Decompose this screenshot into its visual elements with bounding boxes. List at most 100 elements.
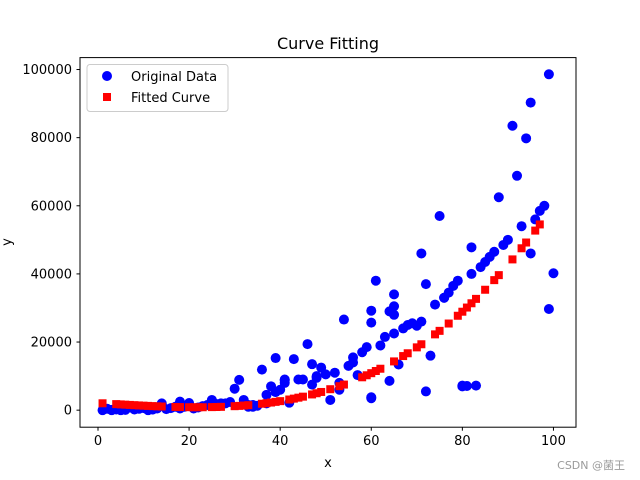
original-data-point xyxy=(229,383,240,394)
original-data-point xyxy=(430,299,441,310)
original-data-point xyxy=(366,305,377,316)
original-data-point xyxy=(361,342,372,353)
x-axis-label: x xyxy=(324,456,332,471)
original-data-point xyxy=(307,359,318,370)
fitted-curve-point xyxy=(121,400,130,409)
fitted-curve-point xyxy=(358,373,367,382)
x-tick-label: 40 xyxy=(272,434,289,449)
fitted-curve-point xyxy=(239,401,248,410)
original-data-point xyxy=(493,192,504,203)
fitted-curve-point xyxy=(244,401,253,410)
chart-title: Curve Fitting xyxy=(277,34,379,53)
original-data-point xyxy=(302,339,313,350)
fitted-curve-point xyxy=(130,401,139,410)
original-data-point xyxy=(452,275,463,286)
fitted-curve-point xyxy=(289,394,298,403)
original-data-point xyxy=(420,279,431,290)
fitted-curve-point xyxy=(134,401,143,410)
fitted-curve-point xyxy=(339,380,348,389)
original-data-point xyxy=(466,268,477,279)
fitted-curve-point xyxy=(453,311,462,320)
original-data-point xyxy=(389,289,400,300)
y-tick-label: 60000 xyxy=(31,199,72,214)
original-data-point xyxy=(270,387,281,398)
fitted-curve-point xyxy=(371,367,380,376)
data-points-layer xyxy=(97,69,559,416)
original-data-point xyxy=(297,374,308,385)
fitted-curve-point xyxy=(207,403,216,412)
original-data-point xyxy=(543,69,554,80)
original-data-point xyxy=(270,353,281,364)
legend-label-original-data: Original Data xyxy=(131,70,217,85)
original-data-point xyxy=(548,268,559,279)
original-data-point xyxy=(389,328,400,339)
fitted-curve-point xyxy=(403,349,412,358)
x-tick-label: 80 xyxy=(454,434,471,449)
fitted-curve-point xyxy=(185,403,194,412)
legend-label-fitted-curve: Fitted Curve xyxy=(131,91,210,106)
fitted-curve-point xyxy=(148,402,157,411)
original-data-point xyxy=(320,369,331,380)
fitted-curve-point xyxy=(153,402,162,411)
original-data-point xyxy=(384,375,395,386)
original-data-point xyxy=(502,234,513,245)
original-data-point xyxy=(471,380,482,391)
original-data-point xyxy=(439,292,450,303)
fitted-curve-point xyxy=(326,385,335,394)
original-data-point xyxy=(489,246,500,257)
fitted-curve-point xyxy=(367,369,376,378)
original-data-point xyxy=(516,221,527,232)
fitted-curve-point xyxy=(462,303,471,312)
fitted-curve-point xyxy=(257,399,266,408)
fitted-curve-point xyxy=(235,401,244,410)
original-data-point xyxy=(416,248,427,259)
legend: Original Data Fitted Curve xyxy=(86,64,229,112)
fitted-curve-point xyxy=(444,319,453,328)
original-data-point xyxy=(525,248,536,259)
original-data-point xyxy=(539,200,550,211)
fitted-curve-point xyxy=(467,299,476,308)
original-data-point xyxy=(420,386,431,397)
fitted-curve-point xyxy=(157,402,166,411)
watermark: CSDN @菌王 xyxy=(557,459,625,472)
y-tick-label: 100000 xyxy=(22,63,72,78)
fitted-curve-point xyxy=(267,398,276,407)
fitted-curve-point xyxy=(230,402,239,411)
fitted-curve-point xyxy=(490,276,499,285)
fitted-curve-point xyxy=(494,271,503,280)
original-data-point xyxy=(234,374,245,385)
fitted-curve-point xyxy=(294,393,303,402)
fitted-curve-point xyxy=(417,340,426,349)
original-data-point xyxy=(311,372,322,383)
fitted-curve-point xyxy=(262,399,271,408)
x-tick-label: 100 xyxy=(541,434,566,449)
fitted-curve-point xyxy=(399,352,408,361)
y-tick-label: 40000 xyxy=(31,267,72,282)
original-data-point xyxy=(434,211,445,221)
fitted-curve-point xyxy=(194,403,203,412)
x-tick-label: 60 xyxy=(363,434,380,449)
fitted-curve-point xyxy=(431,330,440,339)
fitted-curve-point xyxy=(531,226,540,235)
x-tick-label: 0 xyxy=(94,434,102,449)
fitted-curve-point xyxy=(458,307,467,316)
fitted-curve-point xyxy=(481,285,490,294)
fitted-curve-point xyxy=(317,387,326,396)
fitted-curve-point xyxy=(298,392,307,401)
fitted-curve-point xyxy=(522,238,531,247)
original-data-point xyxy=(379,331,390,342)
fitted-curve-point xyxy=(376,364,385,373)
y-tick-label: 20000 xyxy=(31,336,72,351)
original-data-point xyxy=(512,170,523,181)
fitted-curve-point xyxy=(472,294,481,303)
plot-frame xyxy=(79,57,577,428)
original-data-point xyxy=(325,394,336,405)
original-data-point xyxy=(370,275,381,286)
original-data-point xyxy=(507,120,518,131)
original-data-point xyxy=(348,357,359,368)
fitted-curve-point xyxy=(175,403,184,412)
fitted-curve-point xyxy=(412,343,421,352)
original-data-point xyxy=(525,97,536,108)
y-axis: 0 20000 40000 60000 80000 100000 xyxy=(22,63,80,419)
original-data-point xyxy=(338,314,349,325)
